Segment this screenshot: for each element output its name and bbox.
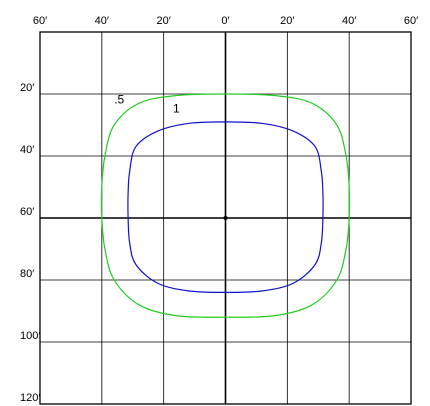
center-marker [223, 216, 228, 220]
y-tick-label: 100′ [20, 330, 40, 342]
x-tick-label: 0′ [221, 15, 229, 27]
y-tick-label: 120′ [20, 392, 40, 404]
contour-labels: .5 1 [114, 92, 180, 115]
y-tick-label: 80′ [20, 268, 34, 280]
contour-series [100, 93, 351, 318]
x-tick-label: 40′ [95, 15, 109, 27]
contour-line-2 [127, 121, 324, 293]
y-tick-label: 40′ [20, 144, 34, 156]
x-tick-label: 60′ [33, 15, 47, 27]
y-tick-label: 60′ [20, 206, 34, 218]
x-tick-label: 60′ [404, 15, 418, 27]
tick-labels: 60′ 40′ 20′ 0′ 20′ 40′ 60′ 20′ 40′ 60′ 80′ 100′ 120′ [20, 15, 418, 404]
x-tick-label: 40′ [342, 15, 356, 27]
contour-label: 1 [173, 102, 180, 116]
contour-line-1 [100, 93, 351, 318]
x-tick-label: 20′ [157, 15, 171, 27]
x-tick-label: 20′ [280, 15, 294, 27]
y-tick-label: 20′ [20, 82, 34, 94]
center-axes [40, 32, 411, 404]
contour-label: .5 [114, 92, 124, 106]
